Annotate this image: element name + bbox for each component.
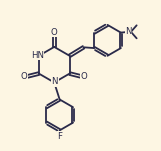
Text: F: F (57, 132, 62, 141)
Text: N: N (52, 77, 58, 86)
Text: O: O (21, 72, 28, 81)
Text: O: O (51, 28, 58, 37)
Text: N: N (125, 27, 132, 36)
Text: HN: HN (31, 51, 44, 59)
Text: O: O (81, 72, 88, 81)
